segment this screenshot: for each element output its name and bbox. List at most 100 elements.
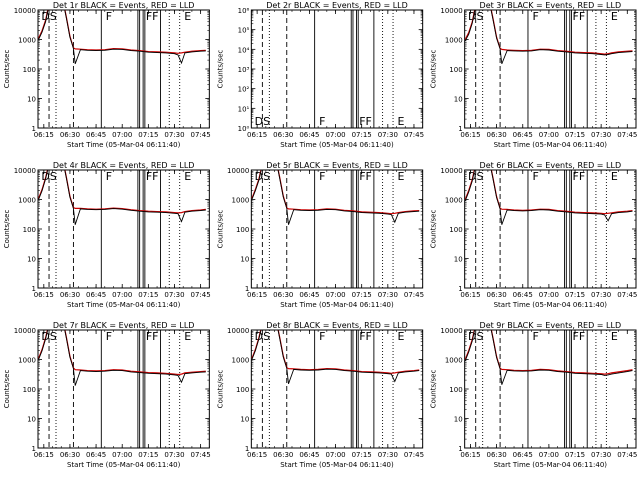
- events-series-line: [38, 170, 206, 225]
- x-tick-label: 06:15: [460, 291, 480, 299]
- y-tick-label: 10: [27, 256, 36, 264]
- flag-label: E: [398, 115, 405, 128]
- y-axis-label: Counts/sec: [3, 50, 11, 89]
- x-tick-label: 06:45: [86, 291, 106, 299]
- x-tick-label: 07:15: [352, 291, 372, 299]
- flag-label: E: [184, 330, 191, 343]
- flag-label: E: [611, 10, 618, 23]
- x-axis-label: Start Time (05-Mar-04 06:11:40): [280, 141, 394, 149]
- detector-panel: Det 5r BLACK = Events, RED = LLD 1 10 100 10…: [216, 161, 424, 309]
- flag-label: F: [106, 170, 112, 183]
- y-tick-label: 10: [240, 416, 249, 424]
- y-tick-label: 10000: [440, 7, 462, 15]
- x-tick-label: 06:15: [247, 291, 267, 299]
- x-tick-label: 07:15: [138, 451, 158, 459]
- x-tick-label: 07:00: [112, 451, 132, 459]
- lld-series-line: [251, 330, 420, 374]
- x-tick-label: 07:00: [539, 291, 559, 299]
- x-tick-label: 07:30: [164, 291, 184, 299]
- y-tick-label: 1: [458, 285, 462, 293]
- lld-series-line: [38, 170, 206, 214]
- x-axis-label: Start Time (05-Mar-04 06:11:40): [280, 461, 394, 469]
- flag-label: FF: [573, 10, 586, 23]
- x-tick-label: 07:30: [378, 131, 398, 139]
- flag-label: F: [319, 170, 325, 183]
- events-series-line: [251, 330, 420, 384]
- flag-label: E: [611, 330, 618, 343]
- panel-title: Det 3r BLACK = Events, RED = LLD: [480, 1, 622, 10]
- x-tick-label: 07:15: [138, 131, 158, 139]
- flag-label: DS: [255, 330, 270, 343]
- x-tick-label: 07:45: [191, 131, 211, 139]
- x-tick-label: 06:45: [299, 131, 319, 139]
- y-axis-label: Counts/sec: [3, 370, 11, 409]
- x-tick-label: 06:45: [299, 291, 319, 299]
- x-tick-label: 06:45: [513, 131, 533, 139]
- y-tick-label: 10: [454, 416, 463, 424]
- y-axis-label: Counts/sec: [3, 210, 11, 249]
- lld-series-line: [251, 170, 420, 215]
- x-tick-label: 06:30: [60, 291, 80, 299]
- x-tick-label: 07:30: [164, 131, 184, 139]
- panel-title: Det 1r BLACK = Events, RED = LLD: [53, 1, 195, 10]
- detector-panel: Det 7r BLACK = Events, RED = LLD 1 10 100 10…: [3, 321, 211, 469]
- panel-title: Det 5r BLACK = Events, RED = LLD: [266, 161, 408, 170]
- x-tick-label: 07:15: [138, 291, 158, 299]
- y-tick-label: 1: [32, 445, 36, 453]
- y-tick-label: 10⁰: [238, 125, 250, 133]
- lld-series-line: [38, 10, 206, 54]
- y-tick-label: 10000: [227, 327, 249, 335]
- x-tick-label: 07:30: [378, 291, 398, 299]
- x-tick-label: 07:00: [325, 131, 345, 139]
- flag-label: DS: [41, 330, 56, 343]
- detector-panel: Det 1r BLACK = Events, RED = LLD 1 10 100 10…: [3, 1, 211, 149]
- flag-label: F: [532, 170, 538, 183]
- flag-label: DS: [41, 10, 56, 23]
- y-tick-label: 100: [449, 386, 462, 394]
- flag-label: DS: [468, 330, 483, 343]
- x-tick-label: 06:30: [273, 451, 293, 459]
- x-tick-label: 06:45: [86, 131, 106, 139]
- y-tick-label: 1: [458, 125, 462, 133]
- x-tick-label: 07:00: [112, 291, 132, 299]
- y-tick-label: 10⁴: [238, 46, 250, 54]
- flag-label: FF: [146, 170, 159, 183]
- y-tick-label: 10000: [440, 167, 462, 175]
- plot-frame: [464, 9, 637, 129]
- panel-title: Det 9r BLACK = Events, RED = LLD: [480, 321, 622, 330]
- y-tick-label: 1000: [445, 37, 463, 45]
- y-tick-label: 1: [458, 445, 462, 453]
- flag-label: E: [611, 170, 618, 183]
- y-tick-label: 10: [27, 96, 36, 104]
- y-tick-label: 100: [23, 66, 36, 74]
- flag-label: FF: [146, 10, 159, 23]
- events-series-line: [251, 170, 420, 225]
- y-tick-label: 10000: [227, 167, 249, 175]
- y-tick-label: 10000: [14, 327, 36, 335]
- y-tick-label: 1000: [232, 357, 250, 365]
- lld-series-line: [464, 170, 633, 215]
- y-tick-label: 1: [32, 125, 36, 133]
- plot-frame: [250, 329, 424, 449]
- x-axis-label: Start Time (05-Mar-04 06:11:40): [280, 301, 394, 309]
- x-tick-label: 07:15: [352, 131, 372, 139]
- panel-title: Det 8r BLACK = Events, RED = LLD: [266, 321, 408, 330]
- plot-frame: [250, 9, 424, 129]
- panel-title: Det 6r BLACK = Events, RED = LLD: [480, 161, 622, 170]
- y-tick-label: 10⁵: [238, 27, 250, 35]
- x-tick-label: 07:00: [539, 451, 559, 459]
- y-axis-label: Counts/sec: [216, 50, 224, 89]
- flag-label: FF: [359, 170, 372, 183]
- flag-label: FF: [573, 170, 586, 183]
- y-tick-label: 1: [245, 445, 249, 453]
- x-axis-label: Start Time (05-Mar-04 06:11:40): [494, 141, 608, 149]
- x-tick-label: 06:30: [487, 131, 507, 139]
- x-tick-label: 06:30: [273, 291, 293, 299]
- events-series-line: [464, 170, 633, 225]
- flag-label: E: [398, 330, 405, 343]
- x-tick-label: 07:30: [591, 291, 611, 299]
- events-series-line: [464, 330, 633, 385]
- events-series-line: [38, 10, 206, 65]
- y-tick-label: 1000: [18, 197, 36, 205]
- flag-label: F: [319, 330, 325, 343]
